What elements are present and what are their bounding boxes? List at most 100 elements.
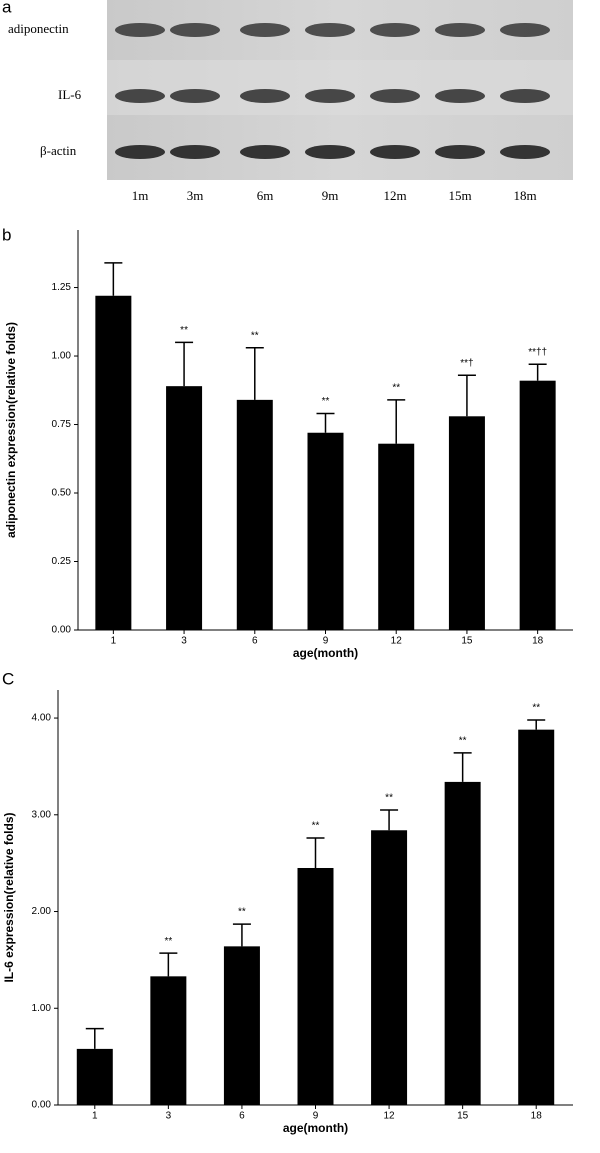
annotation: ** (459, 736, 467, 747)
x-axis-title: age(month) (283, 1121, 348, 1135)
blot-band (370, 145, 420, 159)
annotation: ** (532, 703, 540, 714)
panel-label: b (2, 225, 11, 244)
error-bar (528, 363, 547, 381)
x-axis-title: age(month) (293, 646, 358, 660)
annotation: ** (180, 325, 188, 336)
y-tick-label: 3.00 (32, 809, 52, 820)
lane-label: 12m (383, 188, 406, 203)
blot-band (170, 23, 220, 37)
x-tick-label: 9 (313, 1111, 319, 1122)
x-tick-label: 3 (166, 1111, 172, 1122)
error-bar (457, 374, 476, 417)
lane-label: 3m (187, 188, 204, 203)
lane-label: 15m (448, 188, 471, 203)
x-tick-label: 9 (323, 636, 329, 647)
x-tick-label: 18 (531, 1111, 543, 1122)
x-tick-label: 15 (457, 1111, 469, 1122)
blot-band (240, 89, 290, 103)
blot-row-label: β-actin (40, 143, 77, 158)
bar (444, 781, 481, 1105)
bar (166, 386, 203, 630)
x-tick-label: 1 (111, 636, 117, 647)
blot-band (240, 145, 290, 159)
bar (76, 1048, 113, 1105)
blot-band (240, 23, 290, 37)
x-tick-label: 6 (252, 636, 258, 647)
blot-strip (107, 60, 573, 115)
lane-label: 9m (322, 188, 339, 203)
y-tick-label: 1.00 (32, 1003, 52, 1014)
error-bar (316, 412, 335, 433)
y-tick-label: 0.00 (32, 1100, 52, 1111)
annotation: ** (322, 396, 330, 407)
error-bar (232, 923, 251, 947)
annotation: ** (392, 383, 400, 394)
error-bar (159, 952, 178, 977)
annotation: ** (312, 821, 320, 832)
x-tick-label: 18 (532, 636, 544, 647)
bar (223, 946, 260, 1105)
error-bar (380, 809, 399, 831)
lane-label: 18m (513, 188, 536, 203)
x-tick-label: 1 (92, 1111, 98, 1122)
blot-band (305, 89, 355, 103)
error-bar (527, 719, 546, 730)
x-tick-label: 3 (181, 636, 187, 647)
bar (150, 976, 187, 1105)
blot-band (500, 89, 550, 103)
lane-label: 6m (257, 188, 274, 203)
bar (95, 295, 132, 630)
y-axis-title: adiponectin expression(relative folds) (4, 322, 18, 538)
x-tick-label: 15 (461, 636, 473, 647)
y-tick-label: 1.00 (52, 351, 72, 362)
blot-band (115, 89, 165, 103)
blot-band (500, 23, 550, 37)
x-tick-label: 12 (384, 1111, 396, 1122)
annotation: ** (385, 793, 393, 804)
bar (307, 432, 344, 630)
x-tick-label: 6 (239, 1111, 245, 1122)
bar (297, 867, 334, 1105)
blot-band (170, 89, 220, 103)
error-bar (175, 341, 194, 387)
panel-label: C (2, 669, 14, 688)
error-bar (453, 752, 472, 782)
bar (236, 399, 273, 630)
blot-band (435, 89, 485, 103)
error-bar (306, 837, 325, 868)
blot-band (435, 23, 485, 37)
blot-bands (115, 23, 550, 159)
y-tick-label: 0.00 (52, 625, 72, 636)
error-bar (245, 347, 264, 400)
annotation: ** (164, 936, 172, 947)
blot-band (305, 145, 355, 159)
annotation: **†† (528, 347, 547, 358)
annotation: **† (460, 358, 473, 369)
y-tick-label: 0.50 (52, 488, 72, 499)
annotation: ** (251, 330, 259, 341)
blot-band (370, 89, 420, 103)
blot-band (170, 145, 220, 159)
blot-band (115, 145, 165, 159)
y-axis-title: IL-6 expression(relative folds) (2, 812, 16, 982)
y-tick-label: 2.00 (32, 906, 52, 917)
bar (371, 830, 408, 1105)
bar (519, 380, 556, 630)
blot-row-label: adiponectin (8, 21, 69, 36)
y-tick-label: 0.25 (52, 556, 72, 567)
bar (448, 416, 485, 630)
y-tick-label: 0.75 (52, 419, 72, 430)
blot-band (370, 23, 420, 37)
lane-label: 1m (132, 188, 149, 203)
blot-band (435, 145, 485, 159)
x-tick-label: 12 (391, 636, 403, 647)
blot-band (305, 23, 355, 37)
error-bar (104, 262, 123, 296)
y-tick-label: 4.00 (32, 713, 52, 724)
blot-band (115, 23, 165, 37)
error-bar (387, 399, 406, 444)
bar (518, 729, 555, 1105)
blot-band (500, 145, 550, 159)
